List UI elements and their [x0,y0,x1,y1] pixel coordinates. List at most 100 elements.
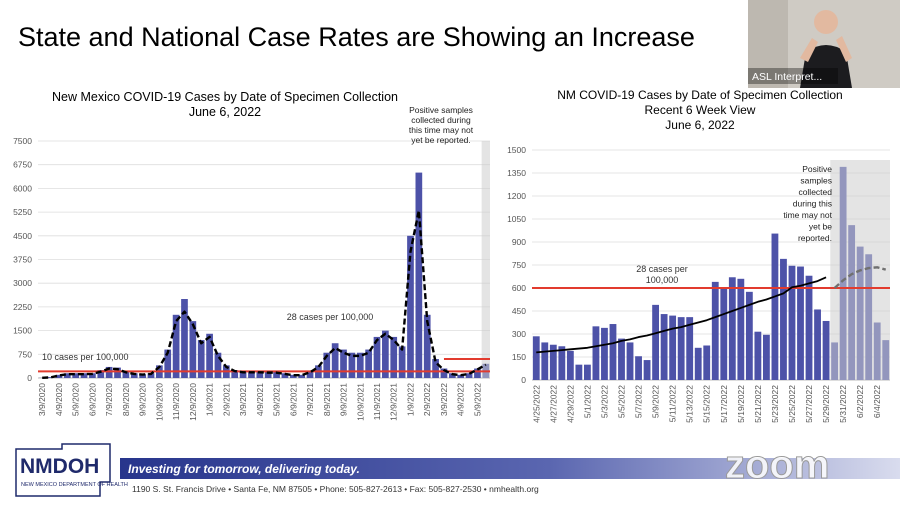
x-tick-label: 10/9/2021 [355,383,365,421]
annotation: samples [800,176,832,186]
x-tick-label: 5/23/2022 [770,385,780,423]
x-tick-label: 5/31/2022 [838,385,848,423]
x-tick-label: 1/9/2021 [205,383,215,416]
x-tick-label: 11/9/2021 [372,383,382,420]
bar [215,353,222,378]
x-tick-label: 2/9/2021 [221,383,231,416]
x-tick-label: 11/9/2020 [171,383,181,420]
zoom-watermark: zoom [725,443,829,487]
x-tick-label: 8/9/2021 [322,383,332,416]
x-tick-label: 6/9/2021 [288,383,298,416]
bar [567,351,574,380]
y-tick-label: 1350 [507,168,526,178]
x-tick-label: 4/9/2021 [255,383,265,416]
x-tick-label: 5/9/2020 [71,383,81,416]
y-tick-label: 1500 [13,326,32,336]
pending-region [482,141,490,378]
bar [652,305,659,380]
x-tick-label: 6/2/2022 [855,385,865,418]
chart-subtitle: June 6, 2022 [665,118,735,132]
logo: NMDOH [20,455,99,478]
x-tick-label: 5/19/2022 [736,385,746,423]
x-tick-label: 4/25/2022 [531,385,541,423]
x-tick-label: 3/9/2022 [439,383,449,416]
y-tick-label: 6000 [13,183,32,193]
x-tick-label: 4/29/2022 [565,385,575,423]
y-tick-label: 300 [512,329,526,339]
x-tick-label: 1/9/2022 [405,383,415,416]
video-label: ASL Interpret... [752,71,822,83]
x-tick-label: 2/9/2022 [422,383,432,416]
bar [737,279,744,380]
chart-title: New Mexico COVID-19 Cases by Date of Spe… [52,90,398,104]
x-tick-label: 9/9/2020 [138,383,148,416]
chart-subtitle: Recent 6 Week View [645,103,756,117]
bar [618,339,625,380]
reference-label: 28 cases per [636,264,688,274]
x-tick-label: 3/9/2021 [238,383,248,416]
bar [823,321,830,380]
annotation: this time may not [409,125,474,135]
x-tick-label: 4/9/2022 [456,383,466,416]
x-tick-label: 5/5/2022 [617,385,627,418]
bar [593,326,600,380]
x-tick-label: 6/9/2020 [87,383,97,416]
bar [772,234,779,380]
x-tick-label: 5/9/2022 [472,383,482,416]
x-tick-label: 10/9/2020 [154,383,164,421]
x-tick-label: 3/9/2020 [37,383,47,416]
x-tick-label: 12/9/2020 [188,383,198,421]
y-tick-label: 2250 [13,302,32,312]
bar [789,266,796,380]
bar [644,360,651,380]
x-tick-label: 5/3/2022 [599,385,609,418]
bar [661,314,668,380]
annotation: collected [798,187,832,197]
y-tick-label: 0 [521,375,526,385]
bar [712,282,719,380]
bar [814,309,821,380]
x-tick-label: 5/27/2022 [804,385,814,423]
x-tick-label: 5/9/2022 [651,385,661,418]
bar [190,321,197,378]
x-tick-label: 5/9/2021 [272,383,282,416]
bar [669,316,676,380]
y-tick-label: 7500 [13,136,32,146]
bar [695,348,702,380]
bar [610,324,617,380]
bar [797,267,804,380]
y-tick-label: 3750 [13,255,32,265]
bar [703,346,710,381]
bar [720,288,727,380]
x-tick-label: 5/13/2022 [685,385,695,423]
bar [558,346,565,380]
bar [432,359,439,378]
bar [729,277,736,380]
bar [763,335,770,380]
bar [541,342,548,380]
bar [399,346,406,378]
bar [584,365,591,380]
y-tick-label: 4500 [13,231,32,241]
bar [806,276,813,380]
annotation: Positive samples [409,105,473,115]
annotation: Positive [802,164,832,174]
y-tick-label: 900 [512,237,526,247]
bar [780,259,787,380]
x-tick-label: 5/29/2022 [821,385,831,423]
y-tick-label: 150 [512,352,526,362]
reference-label: 100,000 [646,275,679,285]
y-tick-label: 1050 [507,214,526,224]
y-tick-label: 6750 [13,160,32,170]
x-tick-label: 4/27/2022 [548,385,558,423]
x-tick-label: 5/17/2022 [719,385,729,423]
x-tick-label: 8/9/2020 [121,383,131,416]
video-tile: ASL Interpret... [748,0,900,88]
x-tick-label: 9/9/2021 [339,383,349,416]
logo-caption: NEW MEXICO DEPARTMENT OF HEALTH [21,482,128,488]
x-tick-label: 5/21/2022 [753,385,763,423]
x-tick-label: 12/9/2021 [389,383,399,421]
annotation: time may not [783,210,832,220]
bar [627,342,634,380]
